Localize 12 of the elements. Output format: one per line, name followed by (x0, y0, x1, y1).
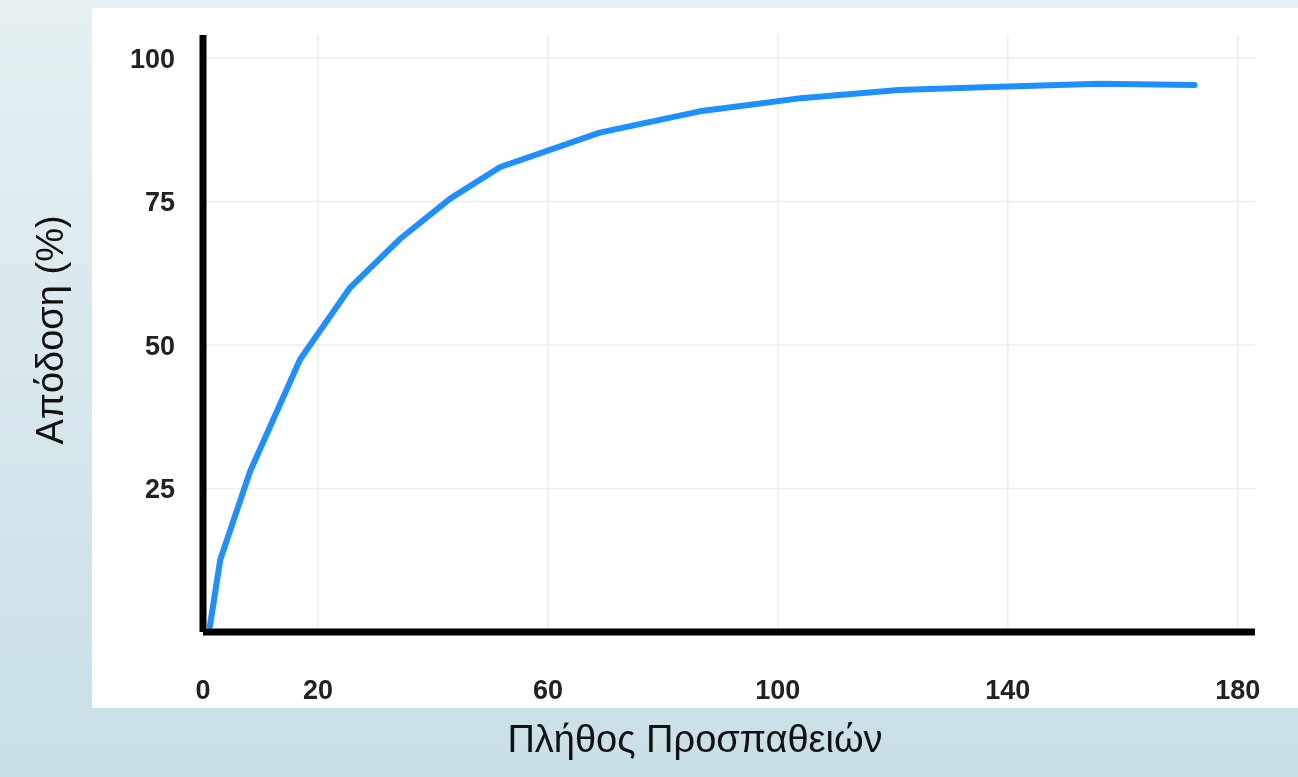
x-tick-label: 60 (532, 675, 563, 706)
x-tick-label: 140 (985, 675, 1031, 706)
y-tick-label: 50 (144, 330, 175, 361)
y-tick-label: 25 (144, 474, 175, 505)
y-axis-title: Απόδοση (%) (28, 215, 72, 445)
x-axis-title: Πλήθος Προσπαθειών (506, 718, 884, 761)
x-tick-label: 20 (302, 675, 333, 706)
x-tick-label: 100 (755, 675, 801, 706)
y-tick-label: 75 (144, 187, 175, 218)
y-tick-label: 100 (129, 43, 175, 74)
x-tick-label: 0 (195, 675, 211, 706)
x-tick-label: 180 (1215, 675, 1261, 706)
